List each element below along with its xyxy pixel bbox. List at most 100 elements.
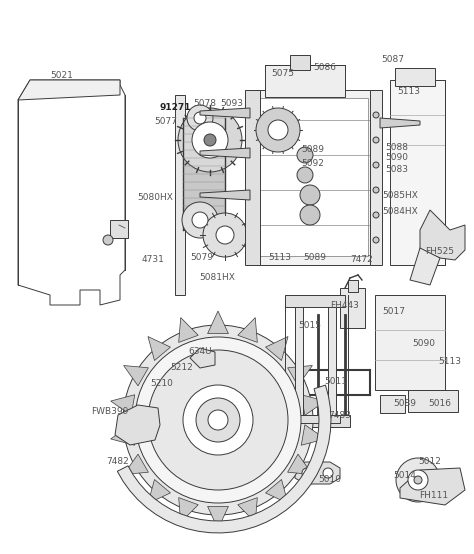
Polygon shape: [200, 108, 250, 118]
Text: 5011: 5011: [325, 377, 347, 387]
Circle shape: [148, 350, 288, 490]
Circle shape: [203, 213, 247, 257]
Text: 5089: 5089: [301, 146, 325, 155]
Bar: [390, 80, 445, 265]
Polygon shape: [420, 210, 465, 260]
Text: 5012: 5012: [419, 458, 441, 466]
Text: FH111: FH111: [419, 491, 448, 500]
Text: FWB399: FWB399: [91, 408, 128, 417]
Text: 5113: 5113: [438, 357, 462, 367]
Circle shape: [414, 476, 422, 484]
Text: 4731: 4731: [142, 254, 164, 264]
Text: 5086: 5086: [313, 64, 337, 73]
Text: 5075: 5075: [272, 69, 294, 78]
Circle shape: [373, 162, 379, 168]
Polygon shape: [110, 395, 135, 416]
Circle shape: [187, 105, 213, 131]
Circle shape: [408, 470, 428, 490]
Text: 91271: 91271: [159, 104, 191, 112]
Bar: [250, 90, 380, 265]
Text: 5077: 5077: [155, 116, 177, 126]
Circle shape: [396, 458, 440, 502]
Text: 5210: 5210: [151, 378, 173, 387]
Circle shape: [373, 112, 379, 118]
Bar: [395, 68, 435, 86]
Polygon shape: [118, 385, 331, 533]
Circle shape: [196, 398, 240, 442]
Circle shape: [373, 212, 379, 218]
Polygon shape: [200, 148, 250, 158]
Polygon shape: [410, 248, 440, 285]
Polygon shape: [208, 311, 228, 334]
Text: 5010: 5010: [319, 475, 341, 485]
Polygon shape: [265, 479, 288, 504]
Text: 5089: 5089: [303, 254, 327, 263]
Polygon shape: [124, 454, 148, 474]
Circle shape: [183, 385, 253, 455]
Text: FH525: FH525: [426, 248, 455, 257]
Polygon shape: [400, 468, 465, 505]
Polygon shape: [148, 479, 171, 504]
Text: 5081HX: 5081HX: [199, 273, 235, 281]
Polygon shape: [295, 462, 340, 484]
Circle shape: [204, 134, 216, 146]
Bar: [175, 95, 185, 295]
Text: 5016: 5016: [428, 398, 452, 408]
Polygon shape: [18, 80, 120, 100]
Text: 5113: 5113: [398, 88, 420, 96]
Polygon shape: [18, 80, 125, 305]
Polygon shape: [190, 348, 215, 368]
Circle shape: [192, 212, 208, 228]
Bar: [295, 305, 303, 420]
Polygon shape: [238, 317, 257, 342]
Circle shape: [373, 237, 379, 243]
Bar: [348, 280, 358, 292]
Circle shape: [373, 137, 379, 143]
Text: 5084HX: 5084HX: [382, 208, 418, 217]
Text: 5212: 5212: [171, 363, 193, 372]
Polygon shape: [179, 497, 198, 522]
Circle shape: [123, 325, 313, 515]
Bar: [375, 295, 445, 390]
Circle shape: [194, 112, 206, 124]
Circle shape: [302, 468, 312, 478]
Bar: [290, 55, 310, 70]
Bar: [285, 415, 340, 423]
Polygon shape: [288, 454, 312, 474]
Circle shape: [135, 337, 301, 503]
Text: 5015: 5015: [299, 321, 321, 330]
Bar: [310, 415, 350, 427]
Circle shape: [300, 185, 320, 205]
Polygon shape: [301, 425, 325, 445]
Circle shape: [178, 108, 242, 172]
Text: 5092: 5092: [301, 158, 324, 167]
Text: 5089: 5089: [393, 398, 417, 408]
Polygon shape: [380, 118, 420, 128]
Text: 5093: 5093: [220, 100, 244, 109]
Bar: [258, 98, 368, 256]
Circle shape: [216, 226, 234, 244]
Circle shape: [300, 205, 320, 225]
Text: 7472: 7472: [351, 255, 374, 264]
Polygon shape: [115, 405, 160, 445]
Text: 5021: 5021: [51, 70, 73, 80]
Text: 5080HX: 5080HX: [137, 193, 173, 203]
Bar: [285, 295, 345, 307]
Bar: [370, 90, 382, 265]
Polygon shape: [124, 366, 148, 386]
Polygon shape: [208, 506, 228, 529]
Bar: [110, 220, 128, 238]
Bar: [265, 65, 345, 97]
Bar: [328, 295, 336, 415]
Circle shape: [268, 120, 288, 140]
Circle shape: [373, 187, 379, 193]
Text: FH443: FH443: [330, 300, 359, 310]
Polygon shape: [265, 336, 288, 361]
Circle shape: [103, 235, 113, 245]
Circle shape: [256, 108, 300, 152]
Circle shape: [323, 468, 333, 478]
Text: 5090: 5090: [385, 153, 409, 162]
Bar: [245, 90, 260, 265]
Circle shape: [208, 410, 228, 430]
Polygon shape: [301, 395, 325, 416]
